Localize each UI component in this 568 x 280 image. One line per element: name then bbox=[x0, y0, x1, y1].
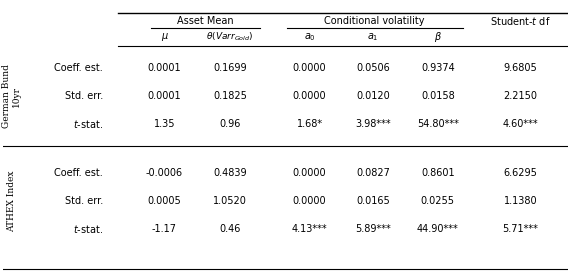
Text: -0.0006: -0.0006 bbox=[146, 168, 183, 178]
Text: 0.0000: 0.0000 bbox=[293, 91, 327, 101]
Text: $\mu$: $\mu$ bbox=[161, 31, 169, 43]
Text: 0.0165: 0.0165 bbox=[356, 196, 390, 206]
Text: $t$-stat.: $t$-stat. bbox=[73, 223, 103, 235]
Text: 5.89***: 5.89*** bbox=[356, 224, 391, 234]
Text: 9.6805: 9.6805 bbox=[503, 63, 537, 73]
Text: 0.0000: 0.0000 bbox=[293, 63, 327, 73]
Text: 4.60***: 4.60*** bbox=[503, 119, 538, 129]
Text: 0.0001: 0.0001 bbox=[148, 63, 181, 73]
Text: 0.96: 0.96 bbox=[219, 119, 241, 129]
Text: 0.0506: 0.0506 bbox=[356, 63, 390, 73]
Text: Conditional volatility: Conditional volatility bbox=[324, 16, 425, 26]
Text: -1.17: -1.17 bbox=[152, 224, 177, 234]
Text: 0.0158: 0.0158 bbox=[421, 91, 454, 101]
Text: 0.8601: 0.8601 bbox=[421, 168, 454, 178]
Text: 0.0001: 0.0001 bbox=[148, 91, 181, 101]
Text: 6.6295: 6.6295 bbox=[503, 168, 537, 178]
Text: $a_0$: $a_0$ bbox=[304, 31, 316, 43]
Text: 0.0000: 0.0000 bbox=[293, 168, 327, 178]
Text: 0.4839: 0.4839 bbox=[213, 168, 247, 178]
Text: 5.71***: 5.71*** bbox=[502, 224, 538, 234]
Text: 3.98***: 3.98*** bbox=[356, 119, 391, 129]
Text: 0.0000: 0.0000 bbox=[293, 196, 327, 206]
Text: 0.0827: 0.0827 bbox=[356, 168, 390, 178]
Text: 0.9374: 0.9374 bbox=[421, 63, 454, 73]
Text: 0.0120: 0.0120 bbox=[356, 91, 390, 101]
Text: Std. err.: Std. err. bbox=[65, 196, 103, 206]
Text: Coeff. est.: Coeff. est. bbox=[54, 168, 103, 178]
Text: 54.80***: 54.80*** bbox=[417, 119, 459, 129]
Text: $a_1$: $a_1$ bbox=[367, 31, 379, 43]
Text: $\theta(\mathit{Varr}_{Gold})$: $\theta(\mathit{Varr}_{Gold})$ bbox=[206, 31, 254, 43]
Text: 0.1825: 0.1825 bbox=[213, 91, 247, 101]
Text: Coeff. est.: Coeff. est. bbox=[54, 63, 103, 73]
Text: 1.35: 1.35 bbox=[154, 119, 176, 129]
Text: 0.1699: 0.1699 bbox=[213, 63, 247, 73]
Text: Std. err.: Std. err. bbox=[65, 91, 103, 101]
Text: German Bund
10yr: German Bund 10yr bbox=[2, 64, 21, 128]
Text: 0.0005: 0.0005 bbox=[148, 196, 181, 206]
Text: $\beta$: $\beta$ bbox=[434, 30, 442, 44]
Text: 1.68*: 1.68* bbox=[296, 119, 323, 129]
Text: 2.2150: 2.2150 bbox=[503, 91, 537, 101]
Text: 0.46: 0.46 bbox=[219, 224, 241, 234]
Text: 1.1380: 1.1380 bbox=[503, 196, 537, 206]
Text: 4.13***: 4.13*** bbox=[292, 224, 327, 234]
Text: Student-$t$ df: Student-$t$ df bbox=[490, 15, 550, 27]
Text: ATHEX Index: ATHEX Index bbox=[7, 170, 16, 232]
Text: 0.0255: 0.0255 bbox=[421, 196, 455, 206]
Text: Asset Mean: Asset Mean bbox=[177, 16, 233, 26]
Text: 1.0520: 1.0520 bbox=[213, 196, 247, 206]
Text: $t$-stat.: $t$-stat. bbox=[73, 118, 103, 130]
Text: 44.90***: 44.90*** bbox=[417, 224, 459, 234]
